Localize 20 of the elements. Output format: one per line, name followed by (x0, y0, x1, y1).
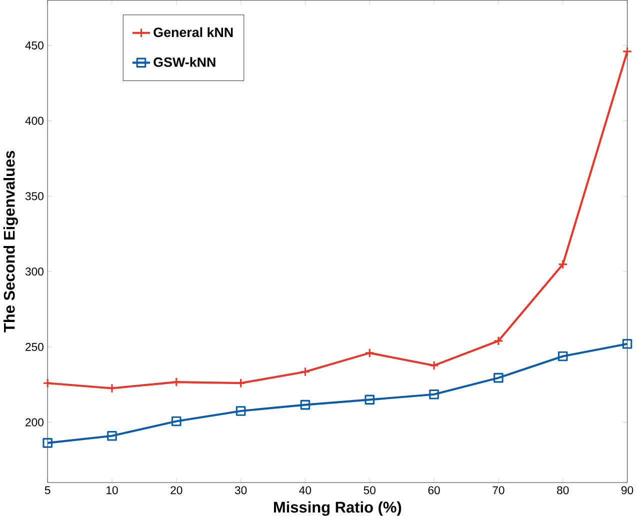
legend-label: GSW-kNN (154, 56, 216, 67)
x-tick-label: 60 (428, 486, 440, 494)
x-axis-title: Missing Ratio (%) (274, 501, 402, 516)
x-tick-label: 30 (234, 486, 247, 494)
y-tick-label: 250 (26, 342, 44, 351)
x-tick-label: 10 (106, 486, 118, 494)
x-tick-label: 20 (170, 486, 182, 494)
x-tick-label: 50 (364, 486, 376, 494)
y-tick-label: 350 (25, 192, 44, 200)
x-tick-label: 70 (492, 486, 504, 494)
legend-label: General kNN (154, 27, 233, 37)
x-tick-label: 80 (557, 486, 569, 494)
y-tick-label: 450 (25, 41, 44, 50)
x-tick-label: 5 (44, 486, 50, 494)
y-tick-label: 400 (25, 116, 44, 125)
x-tick-label: 40 (299, 486, 312, 494)
y-axis-title: The Second Eigenvalues (3, 150, 18, 332)
y-tick-label: 200 (26, 418, 44, 426)
y-tick-label: 300 (25, 267, 44, 276)
x-tick-label: 90 (621, 486, 634, 494)
